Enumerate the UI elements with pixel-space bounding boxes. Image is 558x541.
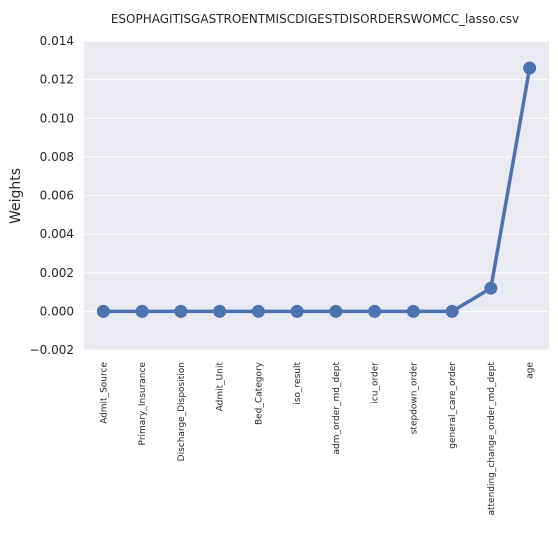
- data-point-adm-order-md-dept: [329, 304, 343, 318]
- x-tick-label: icu_order: [371, 362, 381, 404]
- data-point-admit-unit: [213, 304, 227, 318]
- x-tick-label: general_care_order: [448, 362, 458, 449]
- x-tick-label: Admit_Source: [99, 362, 109, 424]
- data-point-admit-source: [96, 304, 110, 318]
- x-tick-label: stepdown_order: [409, 362, 419, 435]
- y-axis-ticks: −0.002 0.000 0.002 0.004 0.006 0.008 0.010 0.01…: [30, 34, 74, 357]
- x-tick-label: age: [526, 362, 536, 379]
- y-tick-label: 0.006: [40, 189, 74, 203]
- y-tick-label: 0.010: [40, 111, 74, 125]
- data-point-primary-insurance: [135, 304, 149, 318]
- x-tick-label: Bed_Category: [254, 361, 264, 425]
- x-tick-label: Admit_Unit: [216, 362, 226, 412]
- x-axis-ticks: Admit_Source Primary_Insurance Discharge_D…: [99, 361, 535, 515]
- data-point-discharge-disposition: [174, 304, 188, 318]
- y-axis-label: Weights: [8, 168, 24, 224]
- y-tick-label: 0.000: [40, 304, 74, 318]
- data-point-attending-change-order-md-dept: [484, 281, 498, 295]
- y-tick-label: 0.002: [40, 266, 74, 280]
- x-tick-label: Primary_Insurance: [138, 362, 148, 446]
- data-point-stepdown-order: [406, 304, 420, 318]
- y-tick-label: 0.008: [40, 150, 74, 164]
- y-tick-label: 0.012: [40, 73, 74, 87]
- data-point-general-care-order: [445, 304, 459, 318]
- x-tick-label: Discharge_Disposition: [177, 362, 187, 461]
- data-point-age: [523, 61, 537, 75]
- x-tick-label: iso_result: [293, 362, 303, 405]
- series-line: [96, 61, 537, 318]
- data-point-icu-order: [368, 304, 382, 318]
- y-tick-label: 0.004: [40, 227, 74, 241]
- y-tick-label: 0.014: [40, 34, 74, 48]
- data-point-bed-category: [251, 304, 265, 318]
- y-tick-label: −0.002: [30, 343, 74, 357]
- x-tick-label: attending_change_order_md_dept: [487, 362, 497, 516]
- x-tick-label: adm_order_md_dept: [332, 362, 342, 455]
- chart-title: ESOPHAGITISGASTROENTMISCDIGESTDISORDERSW…: [111, 12, 519, 26]
- data-point-iso-result: [290, 304, 304, 318]
